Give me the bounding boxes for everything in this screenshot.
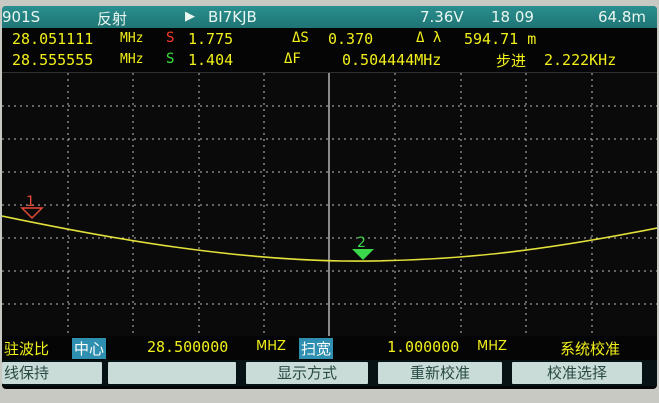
step-value: 2.222KHz — [544, 51, 617, 69]
calibration-status: 系统校准 — [560, 340, 621, 358]
mode-label: 反射 — [97, 10, 128, 28]
softkey-line-hold[interactable]: 线保持 — [2, 362, 102, 384]
span-unit: MHZ — [477, 339, 507, 354]
sweep-settings-bar: 驻波比 中心 28.500000 MHZ 扫宽 1.000000 MHZ 系统校… — [2, 336, 657, 360]
plot-grid — [2, 73, 657, 337]
delta-s-value: 0.370 — [328, 30, 374, 48]
center-frequency: 28.500000 — [147, 338, 229, 356]
softkey-blank[interactable] — [108, 362, 236, 384]
softkey-display-mode[interactable]: 显示方式 — [246, 362, 368, 384]
center-label[interactable]: 中心 — [72, 338, 107, 359]
marker2-s-label: S — [166, 51, 175, 67]
softkey-bar: 线保持 显示方式 重新校准 校准选择 — [2, 360, 657, 386]
swr-trace — [2, 215, 657, 262]
marker2-unit: MHz — [120, 52, 144, 67]
marker2-frequency: 28.555555 — [12, 51, 94, 69]
status-bar: 901S 反射 ▶ BI7KJB 7.36V 18 09 64.8m — [2, 6, 657, 28]
center-unit: MHZ — [256, 339, 286, 354]
swr-plot[interactable]: 1 2 — [2, 72, 657, 337]
marker-1[interactable]: 1 — [20, 194, 44, 220]
marker1-s-label: S — [166, 30, 175, 46]
analyzer-screen: 901S 反射 ▶ BI7KJB 7.36V 18 09 64.8m 28.05… — [2, 6, 657, 389]
device-code: 901S — [2, 8, 41, 26]
swr-plot-canvas: 1 2 — [2, 73, 657, 337]
measure-mode: 驻波比 — [4, 340, 50, 358]
span-label[interactable]: 扫宽 — [299, 338, 334, 359]
callsign: BI7KJB — [208, 8, 257, 26]
marker-2[interactable]: 2 — [352, 235, 374, 260]
play-triangle-icon: ▶ — [185, 9, 195, 24]
softkey-recalibrate[interactable]: 重新校准 — [378, 362, 502, 384]
delta-s-label: ΔS — [292, 30, 309, 46]
marker2-swr: 1.404 — [188, 51, 234, 69]
delta-f-value: 0.504444MHz — [342, 51, 442, 69]
delta-lambda-value: 594.71 m — [464, 30, 537, 48]
marker-2-label: 2 — [357, 235, 366, 251]
marker-1-triangle-icon — [20, 207, 44, 220]
softkey-calibration-select[interactable]: 校准选择 — [512, 362, 642, 384]
delta-f-label: ΔF — [284, 51, 301, 67]
marker-readout-panel: 28.051111 MHz S 1.775 ΔS 0.370 Δ λ 594.7… — [2, 28, 657, 72]
marker-2-triangle-icon — [352, 249, 374, 260]
battery-voltage: 7.36V — [420, 8, 464, 26]
delta-lambda-label: Δ λ — [416, 30, 442, 46]
step-label: 步进 — [496, 52, 527, 70]
span-value: 1.000000 — [387, 338, 460, 356]
marker1-swr: 1.775 — [188, 30, 234, 48]
marker-1-label: 1 — [26, 194, 35, 210]
marker1-unit: MHz — [120, 31, 144, 46]
clock-time: 18 09 — [491, 8, 534, 26]
marker1-frequency: 28.051111 — [12, 30, 94, 48]
distance-readout: 64.8m — [598, 8, 647, 26]
